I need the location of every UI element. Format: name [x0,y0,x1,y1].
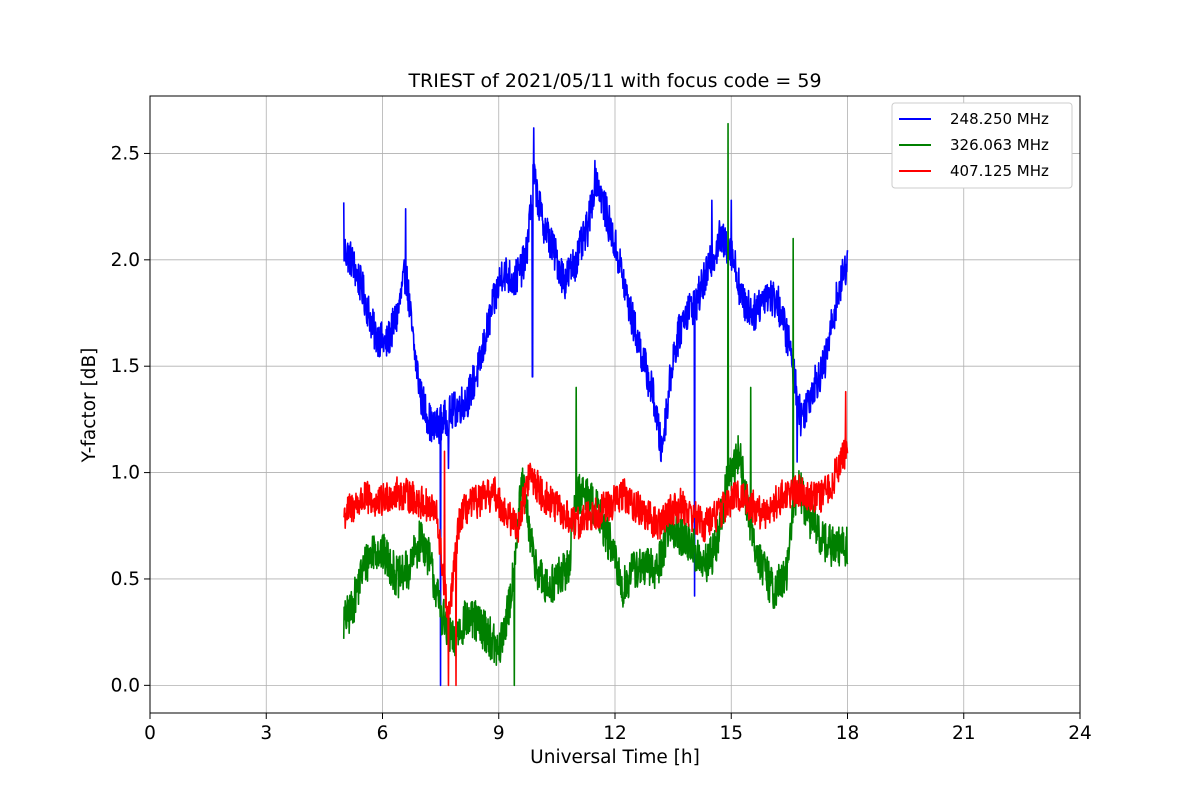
legend-label-2: 407.125 MHz [950,162,1049,180]
y-tick-label: 0.5 [111,569,140,590]
x-tick-label: 9 [493,723,505,744]
y-tick-label: 1.5 [111,356,140,377]
x-tick-label: 24 [1068,723,1092,744]
x-tick-label: 6 [377,723,389,744]
x-tick-label: 18 [836,723,860,744]
x-tick-label: 12 [603,723,627,744]
x-tick-label: 0 [144,723,156,744]
y-tick-label: 2.5 [111,143,140,164]
y-tick-label: 0.0 [111,675,140,696]
legend: 248.250 MHz 326.063 MHz 407.125 MHz [892,103,1072,188]
y-tick-label: 1.0 [111,463,140,484]
x-axis-label: Universal Time [h] [530,747,700,768]
legend-label-0: 248.250 MHz [950,110,1049,128]
x-tick-label: 21 [952,723,976,744]
y-axis-label: Y-factor [dB] [79,348,100,464]
x-tick-label: 3 [260,723,272,744]
x-tick-label: 15 [719,723,743,744]
chart-title: TRIEST of 2021/05/11 with focus code = 5… [407,70,821,92]
y-tick-label: 2.0 [111,250,140,271]
legend-label-1: 326.063 MHz [950,136,1049,154]
